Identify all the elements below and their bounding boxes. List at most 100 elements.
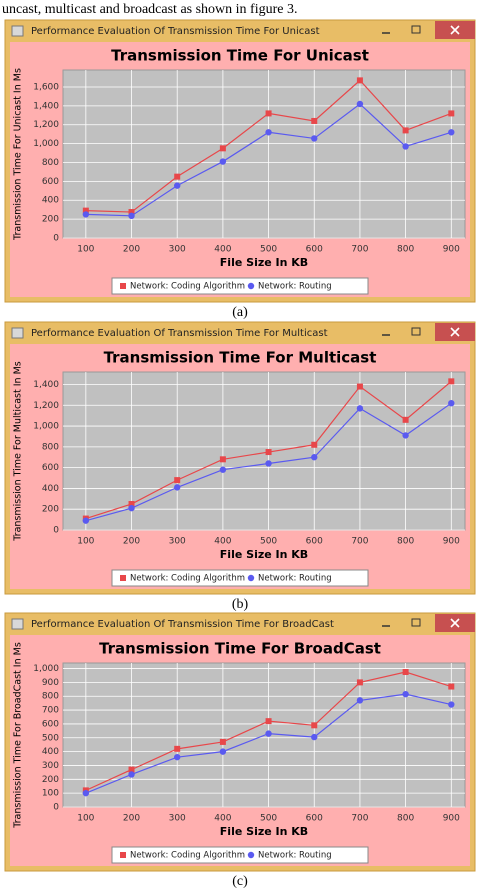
- marker: [174, 745, 181, 752]
- marker: [356, 77, 363, 84]
- y-axis-label: Transmission Time For BroadCast In Ms: [13, 642, 24, 829]
- window-title: Performance Evaluation Of Transmission T…: [31, 26, 320, 37]
- legend: [111, 846, 369, 864]
- marker: [174, 182, 181, 189]
- x-tick-label: 400: [214, 814, 231, 824]
- x-tick-label: 700: [351, 814, 368, 824]
- marker: [402, 416, 409, 423]
- y-tick-label: 0: [53, 803, 59, 813]
- x-tick-label: 100: [77, 245, 94, 255]
- marker: [265, 110, 272, 117]
- y-tick-label: 400: [42, 747, 59, 757]
- x-tick-label: 800: [397, 814, 414, 824]
- x-tick-label: 500: [260, 537, 277, 547]
- marker: [219, 158, 227, 165]
- legend-label: Network: Routing: [258, 574, 332, 584]
- marker: [82, 517, 90, 524]
- marker: [128, 501, 135, 508]
- x-axis-label: File Size In KB: [220, 256, 308, 269]
- y-tick-label: 500: [42, 733, 59, 743]
- marker: [265, 730, 272, 737]
- y-tick-label: 600: [42, 463, 59, 473]
- x-tick-label: 400: [214, 537, 231, 547]
- marker: [120, 575, 126, 581]
- marker: [174, 753, 181, 761]
- maximize-button[interactable]: [411, 618, 421, 627]
- marker: [402, 127, 409, 134]
- marker: [402, 690, 409, 698]
- maximize-button[interactable]: [411, 25, 421, 34]
- marker: [265, 460, 272, 467]
- marker: [356, 679, 363, 686]
- marker: [174, 477, 181, 484]
- caption: (a): [232, 305, 248, 320]
- legend-label: Network: Routing: [258, 851, 332, 861]
- y-axis-label: Transmission Time For Multicast In Ms: [13, 361, 24, 542]
- maximize-button[interactable]: [411, 327, 421, 336]
- marker: [174, 484, 181, 491]
- x-tick-label: 200: [123, 245, 140, 255]
- y-tick-label: 1,600: [33, 82, 59, 92]
- marker: [311, 454, 318, 461]
- y-tick-label: 1,000: [33, 422, 59, 432]
- y-tick-label: 700: [42, 706, 59, 716]
- x-tick-label: 900: [443, 814, 460, 824]
- window-title: Performance Evaluation Of Transmission T…: [31, 328, 328, 339]
- marker: [82, 789, 90, 797]
- marker: [247, 282, 255, 290]
- legend-label: Network: Coding Algorithm: [130, 851, 245, 861]
- close-icon: [450, 25, 460, 35]
- marker: [311, 441, 318, 448]
- x-tick-label: 200: [123, 537, 140, 547]
- y-tick-label: 0: [53, 526, 59, 536]
- y-tick-label: 800: [42, 442, 59, 452]
- plot-area: [62, 69, 466, 239]
- marker: [356, 383, 363, 390]
- y-tick-label: 100: [42, 789, 59, 799]
- y-tick-label: 900: [42, 678, 59, 688]
- x-tick-label: 100: [77, 537, 94, 547]
- marker: [219, 145, 226, 152]
- marker: [82, 207, 89, 214]
- y-tick-label: 1,200: [33, 401, 59, 411]
- y-tick-label: 300: [42, 761, 59, 771]
- marker: [311, 117, 318, 124]
- x-tick-label: 700: [351, 245, 368, 255]
- window-icon: [11, 25, 24, 37]
- x-tick-label: 600: [306, 245, 323, 255]
- chart-title: Transmission Time For BroadCast: [99, 640, 381, 658]
- window-icon: [11, 327, 24, 339]
- marker: [448, 399, 455, 407]
- y-tick-label: 200: [42, 775, 59, 785]
- x-tick-label: 500: [260, 814, 277, 824]
- x-tick-label: 300: [169, 245, 186, 255]
- y-tick-label: 1,000: [33, 664, 59, 674]
- chart-title: Transmission Time For Multicast: [104, 349, 377, 367]
- marker: [247, 574, 255, 582]
- marker: [356, 405, 364, 412]
- chart-title: Transmission Time For Unicast: [111, 47, 369, 65]
- x-axis-label: File Size In KB: [220, 548, 308, 561]
- y-tick-label: 1,400: [33, 101, 59, 111]
- y-tick-label: 400: [42, 196, 59, 206]
- marker: [448, 378, 455, 385]
- marker: [402, 669, 409, 675]
- marker: [120, 852, 126, 858]
- marker: [128, 212, 135, 220]
- legend-label: Network: Coding Algorithm: [130, 574, 245, 584]
- close-icon: [450, 327, 460, 337]
- y-tick-label: 600: [42, 719, 59, 729]
- caption: (c): [232, 874, 248, 889]
- marker: [265, 449, 272, 456]
- x-tick-label: 400: [214, 245, 231, 255]
- marker: [448, 129, 455, 136]
- y-tick-label: 1,000: [33, 139, 59, 149]
- marker: [219, 466, 227, 473]
- marker: [356, 697, 364, 704]
- x-tick-label: 700: [351, 537, 368, 547]
- marker: [311, 722, 318, 729]
- x-tick-label: 900: [443, 245, 460, 255]
- x-tick-label: 600: [306, 537, 323, 547]
- x-axis-label: File Size In KB: [220, 825, 308, 838]
